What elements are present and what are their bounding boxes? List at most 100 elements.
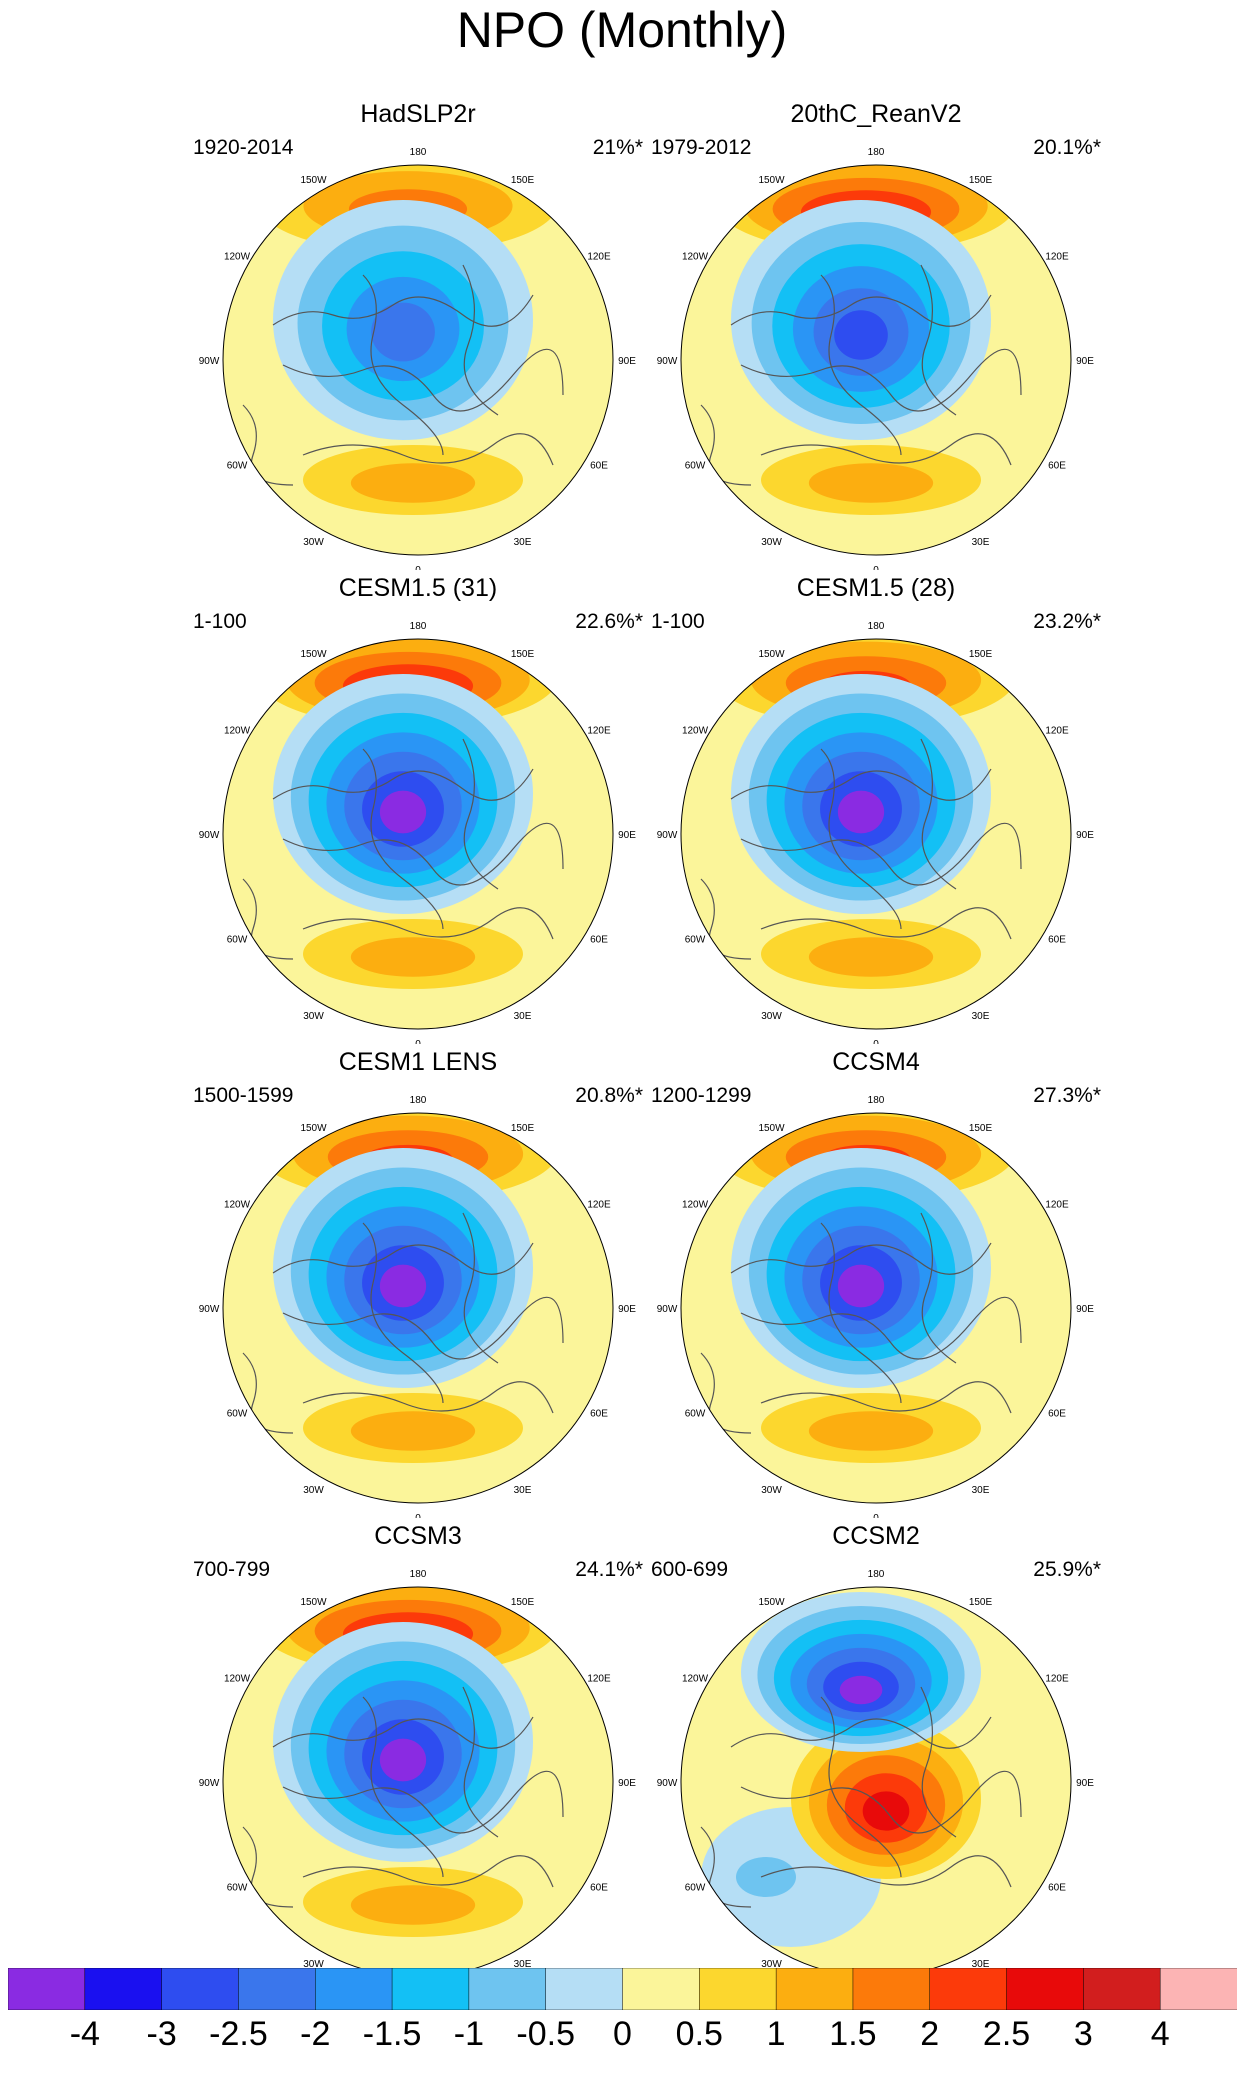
colorbar-swatch [545, 1968, 624, 2010]
map-border [222, 164, 614, 556]
coastline [700, 1826, 752, 1908]
longitude-label: 150W [758, 649, 785, 660]
polar-map: 180150E120E90E60E30E030W60W90W120W150W [199, 1569, 637, 1992]
longitude-label: 60E [590, 1409, 608, 1420]
positive-anomaly [350, 1411, 476, 1451]
longitude-label: 150W [758, 1123, 785, 1134]
longitude-label: 90W [199, 1778, 220, 1789]
polar-map: 180150E120E90E60E30E030W60W90W120W150W [199, 147, 637, 570]
coastline [760, 907, 1012, 940]
longitude-label: 60W [685, 1883, 706, 1894]
coastline [730, 1242, 992, 1275]
longitude-label: 90W [657, 1304, 678, 1315]
colorbar-tick-label: 1 [766, 2015, 786, 2053]
longitude-label: 30E [972, 1485, 990, 1496]
longitude-label: 120W [224, 252, 251, 263]
longitude-label: 30W [303, 537, 324, 548]
coastline [730, 1716, 992, 1749]
coastline [282, 1770, 564, 1834]
longitude-label: 60W [685, 461, 706, 472]
colorbar-swatch [622, 1968, 701, 2010]
map-border [680, 1112, 1072, 1504]
panel-years: 700-799 [193, 1558, 271, 1581]
longitude-label: 120E [587, 1200, 611, 1211]
coastline [242, 404, 294, 486]
longitude-label: 90E [618, 830, 636, 841]
positive-anomaly [350, 463, 476, 503]
coastline [760, 1855, 1012, 1888]
panel-variance-percent: 21%* [592, 136, 643, 159]
longitude-label: 60W [227, 1409, 248, 1420]
positive-anomaly [808, 463, 934, 503]
longitude-label: 180 [868, 621, 885, 632]
longitude-label: 60W [227, 1883, 248, 1894]
coastline [740, 822, 1022, 886]
negative-anomaly [379, 1738, 427, 1782]
coastline [272, 294, 534, 327]
longitude-label: 30W [303, 1959, 324, 1970]
negative-anomaly [379, 790, 427, 834]
coastline [242, 1352, 294, 1434]
colorbar-tick-label: -3 [146, 2015, 177, 2053]
longitude-label: 180 [410, 147, 427, 158]
coastline [462, 738, 499, 890]
colorbar-tick-label: -2.5 [209, 2015, 268, 2053]
colorbar-swatch [1083, 1968, 1161, 2010]
longitude-label: 180 [410, 621, 427, 632]
coastline [272, 1242, 534, 1275]
colorbar-tick-label: 2.5 [982, 2015, 1031, 2053]
colorbar-tick-label: 1.5 [829, 2015, 877, 2053]
longitude-label: 150W [300, 649, 327, 660]
colorbar-swatch [84, 1968, 163, 2010]
longitude-label: 180 [868, 1095, 885, 1106]
longitude-label: 60W [685, 1409, 706, 1420]
longitude-label: 150E [511, 649, 535, 660]
negative-anomaly [371, 302, 435, 362]
longitude-label: 120E [587, 726, 611, 737]
longitude-label: 0 [873, 1513, 879, 1518]
coastline [362, 748, 444, 930]
panel-years: 1500-1599 [193, 1084, 294, 1107]
longitude-label: 180 [868, 147, 885, 158]
panel-years: 1-100 [651, 610, 705, 633]
panel-years: 1979-2012 [651, 136, 752, 159]
longitude-label: 150E [511, 1123, 535, 1134]
longitude-label: 150W [758, 1597, 785, 1608]
coastline [462, 1212, 499, 1364]
longitude-label: 120E [1045, 1200, 1069, 1211]
longitude-label: 60W [685, 935, 706, 946]
coastline [302, 433, 554, 466]
coastline [242, 878, 294, 960]
colorbar-tick-label: 2 [920, 2015, 940, 2053]
colorbar-swatch [391, 1968, 470, 2010]
longitude-label: 30W [761, 1959, 782, 1970]
colorbar-swatch [852, 1968, 931, 2010]
coastline [362, 1696, 444, 1878]
longitude-label: 60E [590, 461, 608, 472]
longitude-label: 90E [618, 1304, 636, 1315]
polar-map: 180150E120E90E60E30E030W60W90W120W150W [657, 147, 1095, 570]
colorbar-swatch [1159, 1968, 1237, 2010]
anomaly-region [736, 1857, 796, 1897]
coastline [462, 1686, 499, 1838]
negative-anomaly [379, 1264, 427, 1308]
panel-variance-percent: 24.1%* [575, 1558, 643, 1581]
longitude-label: 150W [300, 1123, 327, 1134]
longitude-label: 30W [761, 1485, 782, 1496]
longitude-label: 150E [969, 1123, 993, 1134]
positive-anomaly [808, 937, 934, 977]
positive-anomaly [350, 1885, 476, 1925]
longitude-label: 120W [224, 1200, 251, 1211]
colorbar-swatch [1006, 1968, 1085, 2010]
colorbar-tick-label: -1.5 [362, 2015, 422, 2053]
coastline [282, 1296, 564, 1360]
colorbar-swatch [238, 1968, 316, 2010]
coastline [242, 1826, 294, 1908]
coastline [740, 1770, 1022, 1834]
longitude-label: 30E [972, 1011, 990, 1022]
longitude-label: 90W [657, 1778, 678, 1789]
longitude-label: 90E [1076, 356, 1094, 367]
colorbar-swatch [161, 1968, 240, 2010]
coastline [730, 294, 992, 327]
colorbar-tick-label: 4 [1150, 2015, 1170, 2053]
